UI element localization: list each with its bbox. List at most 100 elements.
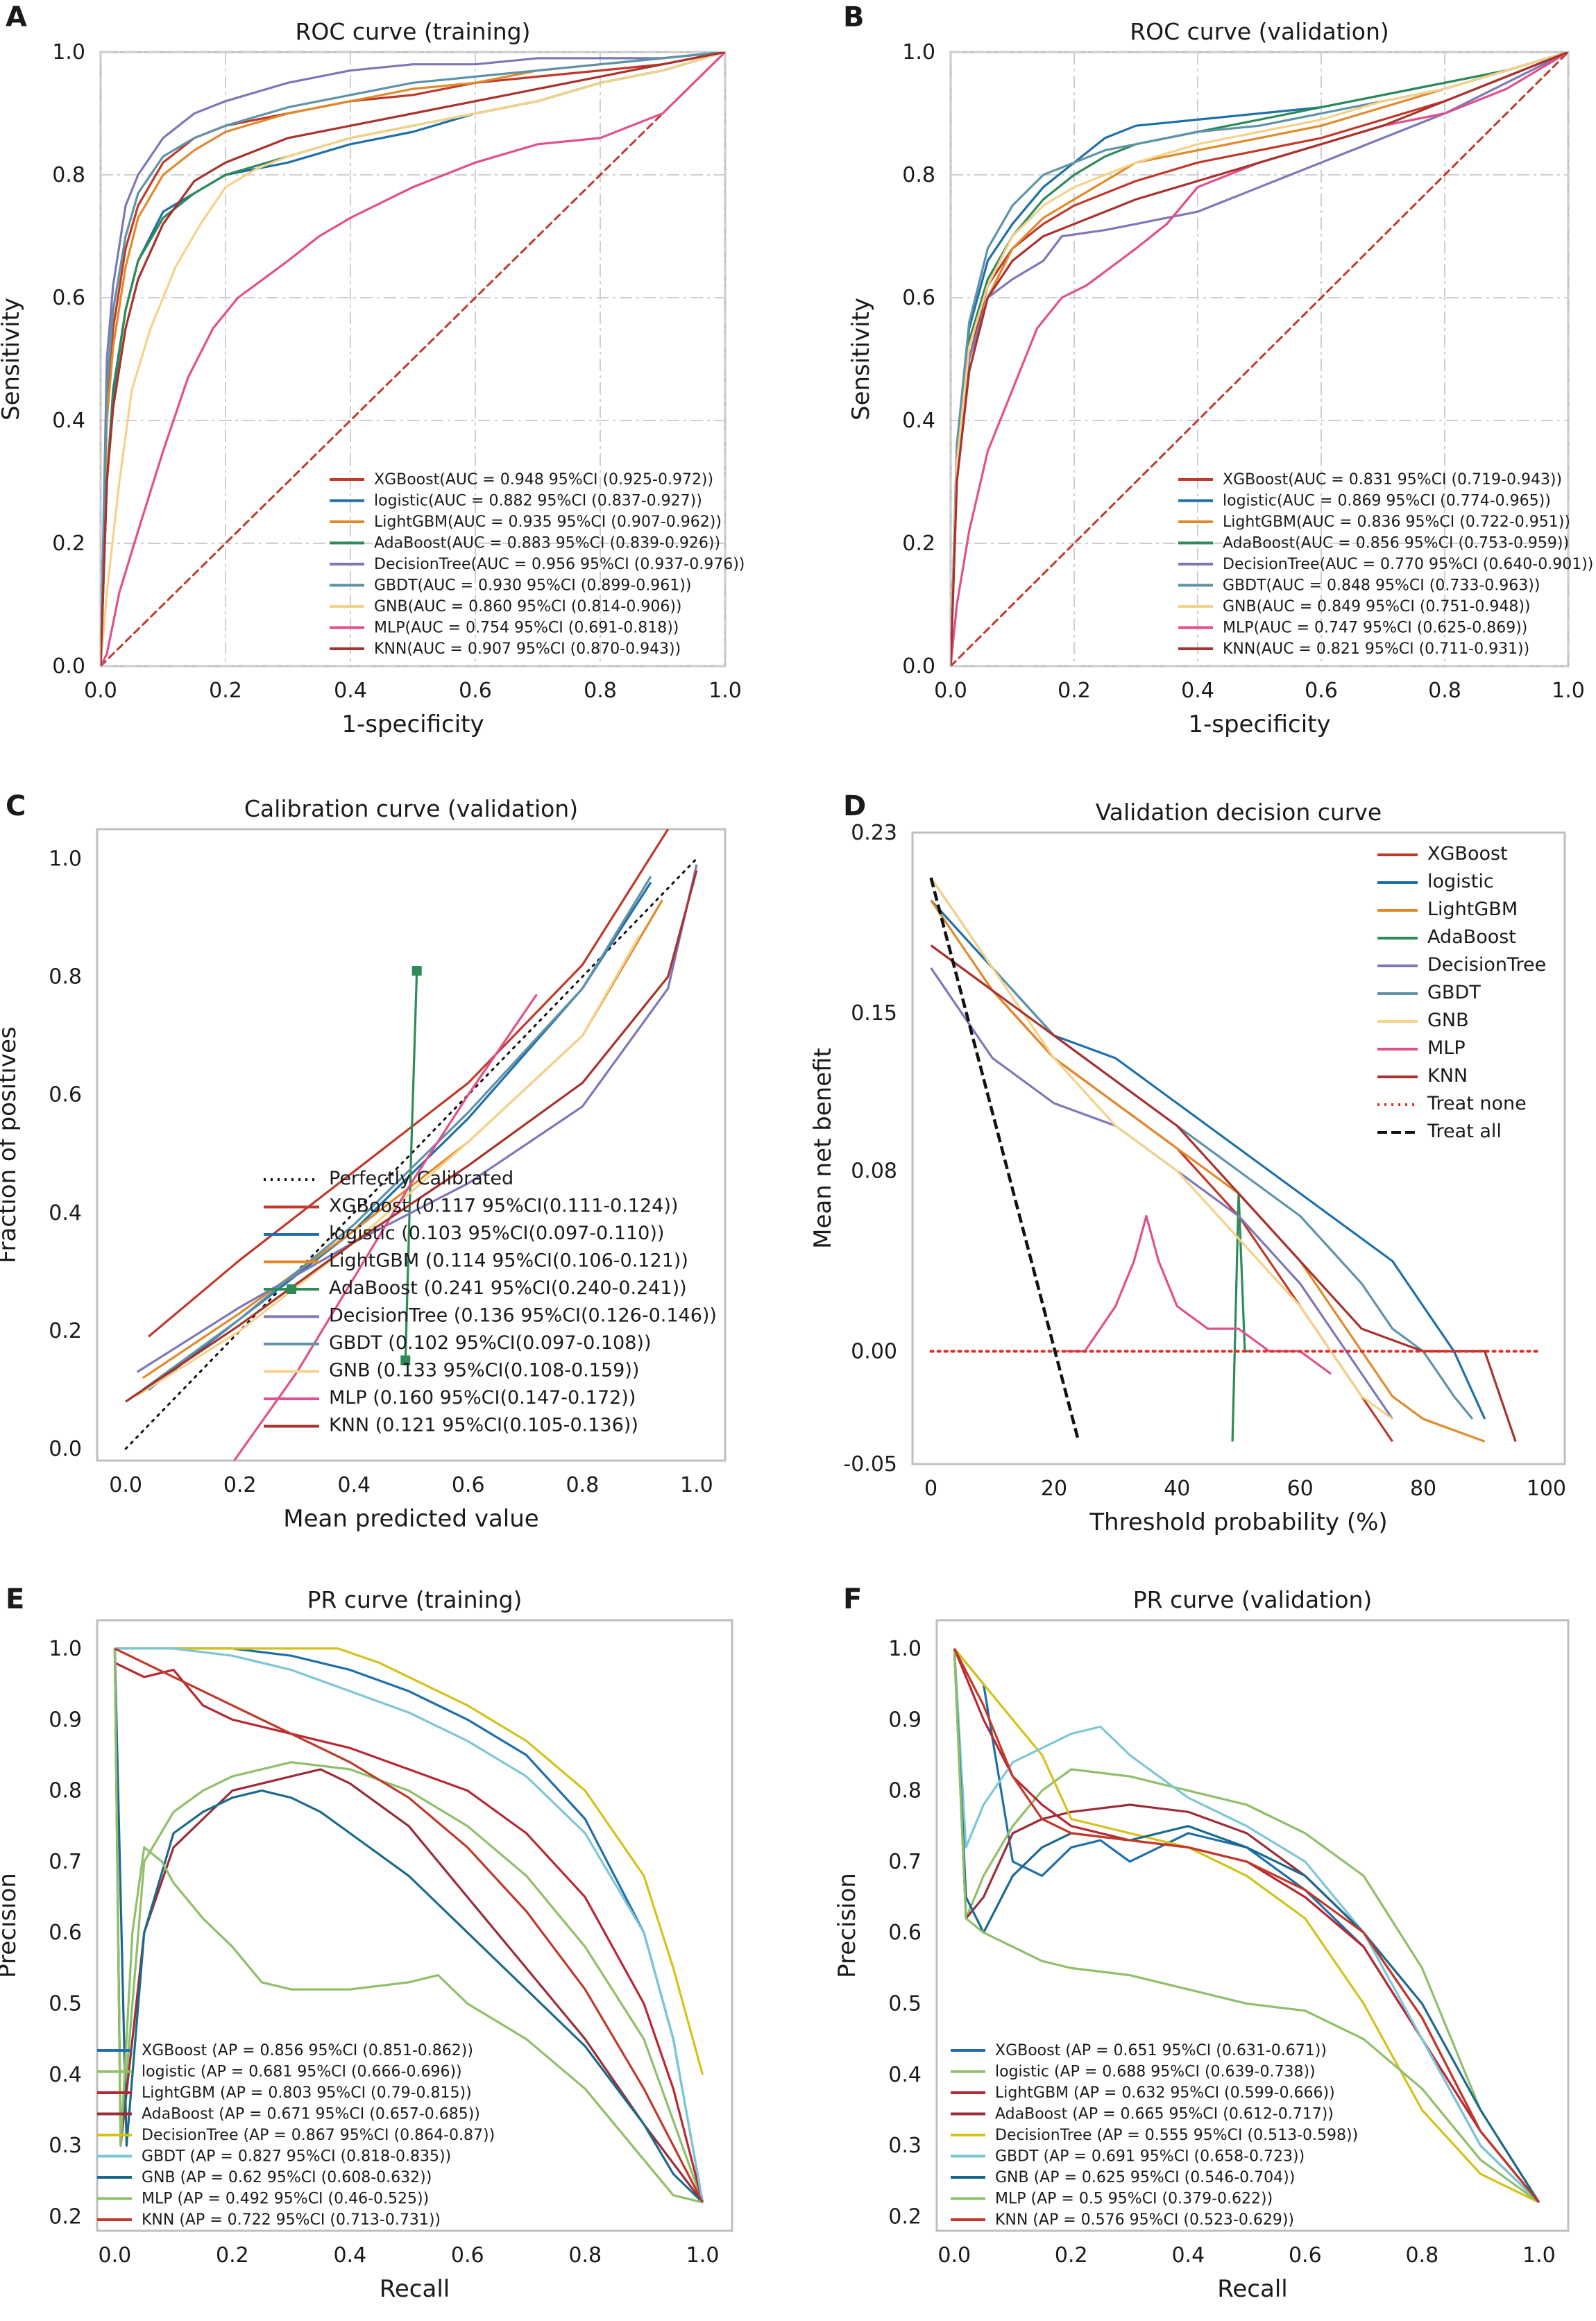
y-tick-label: 0.7	[888, 1850, 922, 1874]
y-axis-label: Fraction of positives	[0, 1026, 22, 1263]
x-tick-label: 0.6	[1289, 2243, 1322, 2268]
legend-label: GNB(AUC = 0.849 95%CI (0.751-0.948))	[1223, 598, 1530, 615]
series-line-gbdt	[953, 1648, 1540, 2204]
panel-letter: A	[6, 1, 27, 33]
y-tick-label: 0.5	[888, 1992, 922, 2016]
x-tick-label: 0	[924, 1477, 937, 1501]
panel-e: E PR curve (training) 0.0 0.2 0.4 0.6 0.8 1.0 0.…	[0, 1583, 733, 2303]
panel-letter: B	[843, 1, 865, 33]
legend-label: XGBoost (0.117 95%CI(0.111-0.124))	[329, 1196, 678, 1217]
plot-frame	[935, 1619, 1570, 2232]
legend-label: MLP	[1427, 1037, 1466, 1059]
legend-label: GNB (AP = 0.625 95%CI (0.546-0.704))	[995, 2169, 1295, 2186]
x-axis-label: Recall	[380, 2275, 450, 2303]
y-tick-label: 1.0	[49, 847, 82, 872]
panel-letter: E	[6, 1583, 24, 1615]
x-tick-label: 0.2	[223, 1473, 257, 1497]
legend-label: GNB(AUC = 0.860 95%CI (0.814-0.906))	[374, 598, 681, 615]
y-tick-label: 0.2	[888, 2205, 922, 2229]
y-tick-label: 0.4	[902, 409, 935, 433]
legend-label: AdaBoost(AUC = 0.883 95%CI (0.839-0.926)…	[374, 535, 720, 552]
panel-f: F PR curve (validation) 0.0 0.2 0.4 0.6 0.8 1.0…	[833, 1583, 1570, 2303]
legend: XGBoost(AUC = 0.831 95%CI (0.719-0.943))…	[1178, 471, 1593, 658]
y-tick-label: 0.9	[49, 1708, 82, 1732]
plot-frame	[911, 831, 1566, 1465]
legend-label: LightGBM (AP = 0.632 95%CI (0.599-0.666)…	[995, 2084, 1335, 2102]
y-tick-label: 0.23	[851, 821, 897, 845]
data-point-adaboost	[411, 966, 422, 976]
legend-label: KNN(AUC = 0.821 95%CI (0.711-0.931))	[1223, 640, 1529, 658]
panel-letter: F	[843, 1583, 862, 1615]
plot-frame	[96, 828, 727, 1462]
legend-label: MLP (AP = 0.5 95%CI (0.379-0.622))	[995, 2191, 1273, 2208]
legend-marker	[287, 1284, 296, 1294]
legend-label: LightGBM	[1427, 899, 1518, 920]
y-tick-label: 0.5	[49, 1992, 82, 2016]
series-line-decisiontree	[101, 52, 725, 666]
y-tick-label: 0.6	[902, 286, 935, 310]
chart-title: PR curve (validation)	[1133, 1586, 1373, 1613]
series-line-gbdt	[930, 877, 1474, 1420]
legend-label: LightGBM(AUC = 0.836 95%CI (0.722-0.951)…	[1223, 513, 1570, 531]
legend-label: AdaBoost (0.241 95%CI(0.240-0.241))	[329, 1277, 687, 1299]
x-tick-label: 0.0	[99, 2243, 132, 2268]
x-tick-label: 0.2	[1055, 2243, 1088, 2268]
plot-frame	[96, 1619, 733, 2232]
series-line-knn	[101, 52, 725, 666]
legend: XGBoost (AP = 0.651 95%CI (0.631-0.671))…	[951, 2042, 1358, 2229]
legend-label: MLP (0.160 95%CI(0.147-0.172))	[329, 1387, 636, 1409]
legend-label: DecisionTree (AP = 0.867 95%CI (0.864-0.…	[142, 2127, 495, 2144]
y-tick-label: 0.4	[888, 2063, 922, 2087]
x-axis-label: 1-specificity	[1188, 711, 1330, 738]
x-tick-label: 0.2	[209, 679, 242, 703]
x-tick-label: 40	[1164, 1477, 1190, 1501]
chart-title: Calibration curve (validation)	[244, 795, 578, 822]
series-line-mlp	[1066, 1214, 1332, 1375]
y-tick-label: 0.3	[888, 2134, 922, 2158]
plot-area	[929, 877, 1542, 1443]
y-tick-label: -0.05	[843, 1452, 897, 1477]
series-line-gnb	[101, 52, 725, 666]
legend-label: AdaBoost (AP = 0.665 95%CI (0.612-0.717)…	[995, 2106, 1334, 2123]
y-tick-label: 0.8	[888, 1779, 922, 1803]
x-tick-label: 0.6	[459, 679, 492, 703]
x-tick-label: 0.6	[452, 1473, 485, 1497]
y-tick-label: 0.4	[49, 1201, 82, 1225]
legend-label: logistic	[1427, 871, 1494, 892]
x-tick-label: 20	[1041, 1477, 1067, 1501]
series-line-gbdt	[101, 52, 725, 666]
x-tick-label: 0.4	[334, 679, 367, 703]
x-tick-label: 1.0	[686, 2243, 720, 2268]
legend-label: logistic(AUC = 0.882 95%CI (0.837-0.927)…	[374, 493, 702, 510]
series-line-adaboost	[113, 1648, 704, 2204]
perfect-calibration-line	[124, 858, 698, 1450]
y-tick-label: 0.4	[52, 409, 85, 433]
x-tick-label: 0.8	[568, 2243, 602, 2268]
series-line-mlp	[951, 52, 1568, 666]
legend-label: Perfectly Calibrated	[329, 1168, 513, 1189]
legend-label: GBDT (AP = 0.691 95%CI (0.658-0.723))	[995, 2148, 1305, 2166]
x-tick-label: 0.0	[934, 679, 967, 703]
legend: Perfectly Calibrated XGBoost (0.117 95%CI…	[264, 1168, 717, 1436]
series-line-mlp	[953, 1648, 1540, 2204]
x-tick-label: 1.0	[1552, 679, 1585, 703]
x-tick-label: 1.0	[680, 1473, 713, 1497]
y-axis-label: Mean net benefit	[809, 1048, 837, 1249]
legend-label: logistic(AUC = 0.869 95%CI (0.774-0.965)…	[1223, 493, 1551, 510]
legend: XGBoost logistic LightGBM AdaBoost DecisionT…	[1377, 843, 1546, 1142]
y-tick-label: 1.0	[888, 1637, 922, 1661]
legend-label: MLP (AP = 0.492 95%CI (0.46-0.525))	[142, 2191, 429, 2208]
x-tick-label: 0.4	[333, 2243, 366, 2268]
x-tick-label: 0.8	[584, 679, 617, 703]
plot-area	[951, 52, 1568, 666]
x-tick-label: 0.2	[216, 2243, 249, 2268]
plot-area	[113, 1647, 704, 2204]
legend-label: AdaBoost(AUC = 0.856 95%CI (0.753-0.959)…	[1223, 535, 1569, 552]
legend-label: XGBoost	[1427, 843, 1508, 865]
y-tick-label: 0.4	[49, 2063, 82, 2087]
legend-label: XGBoost (AP = 0.651 95%CI (0.631-0.671))	[995, 2042, 1327, 2059]
x-tick-label: 0.0	[109, 1473, 142, 1497]
series-line-mlp	[233, 994, 538, 1461]
x-tick-label: 0.6	[451, 2243, 484, 2268]
series-line-gnb	[136, 935, 640, 1397]
